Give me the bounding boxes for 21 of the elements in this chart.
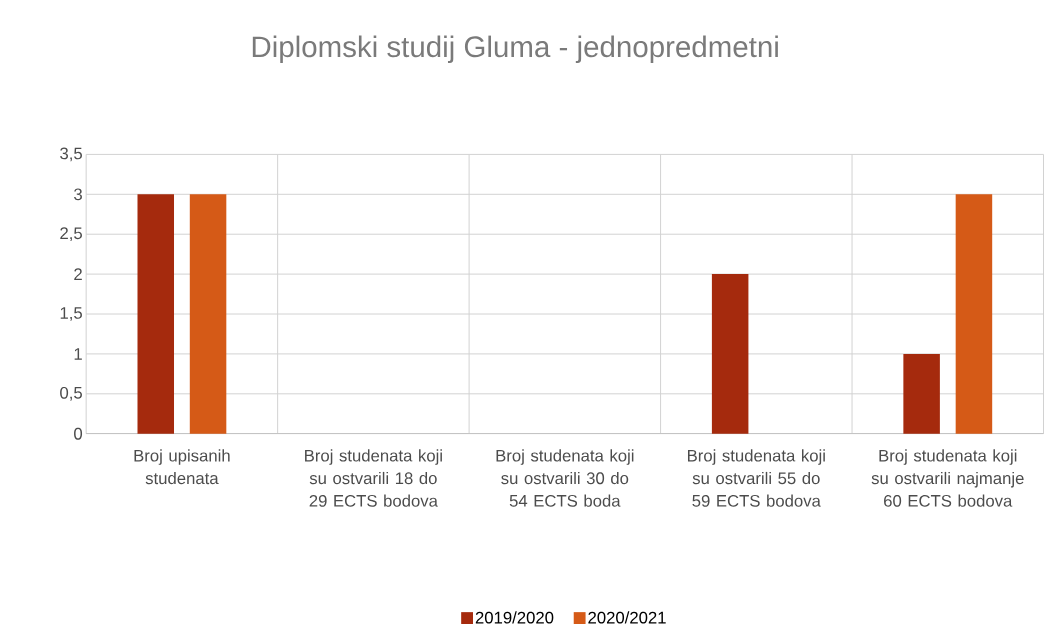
y-tick-label: 2 — [74, 268, 82, 281]
x-tick-label: Broj studenata koji su ostvarili 55 do 59 ECTS bodova — [688, 449, 825, 507]
x-tick-label: Broj studenata koji su ostvarili 30 do 54 ECTS boda — [496, 449, 634, 507]
bar — [137, 194, 175, 434]
bar — [903, 354, 940, 434]
chart-title: Diplomski studij Gluma - jednopredmetni — [252, 35, 778, 64]
y-tick-label: 2,5 — [60, 227, 82, 242]
y-tick-label: 3,5 — [60, 147, 82, 162]
bar — [189, 194, 227, 434]
legend-label: 2019/2020 — [475, 611, 554, 624]
y-tick-label: 1,5 — [60, 307, 82, 321]
y-tick-label: 1 — [74, 348, 82, 360]
x-tick-label: Broj upisanih studenata — [134, 449, 230, 485]
y-tick-label: 3 — [74, 188, 82, 201]
legend-label: 2020/2021 — [588, 611, 666, 624]
x-tick-label: Broj studenata koji su ostvarili najmanje 60 ECTS bodova — [871, 449, 1024, 507]
x-tick-label: Broj studenata koji su ostvarili 18 do 29 ECTS bodova — [305, 449, 442, 507]
y-tick-label: 0 — [74, 427, 83, 440]
bar — [711, 274, 749, 434]
bar — [955, 194, 993, 434]
y-tick-label: 0,5 — [60, 387, 82, 401]
